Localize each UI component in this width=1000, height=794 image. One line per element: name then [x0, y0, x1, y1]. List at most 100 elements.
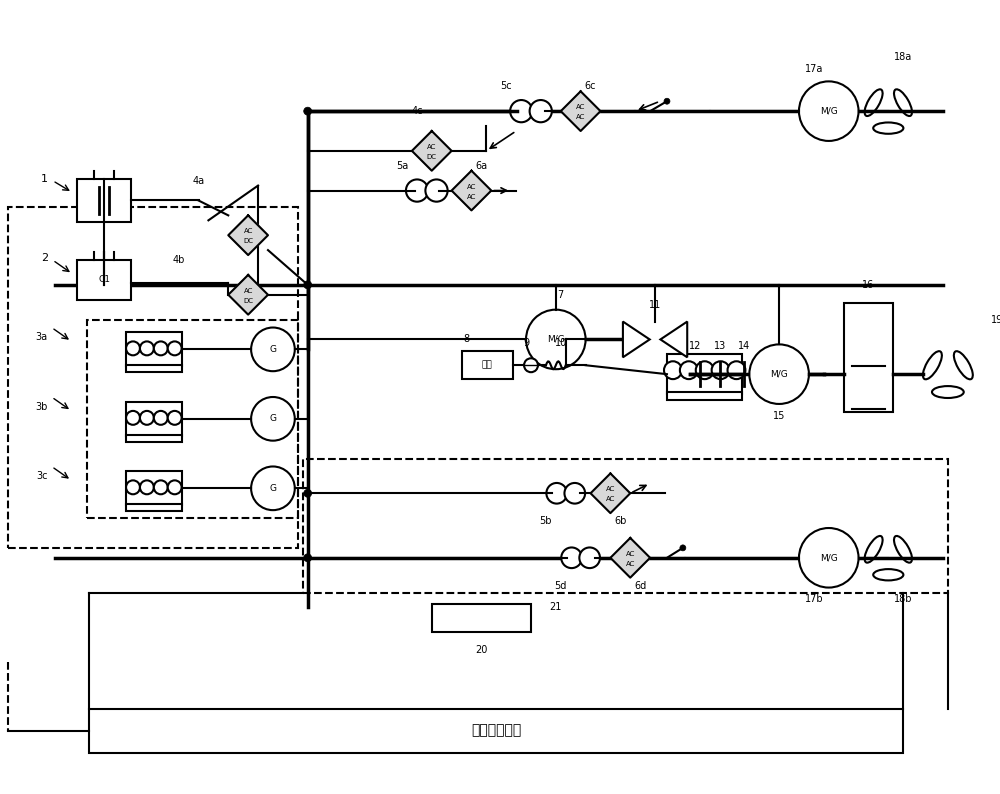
- Circle shape: [664, 98, 670, 104]
- Text: DC: DC: [243, 238, 253, 245]
- Circle shape: [168, 480, 182, 495]
- Text: 5b: 5b: [540, 516, 552, 526]
- Circle shape: [510, 100, 532, 122]
- Text: AC: AC: [576, 114, 585, 120]
- Text: 整船冷却系统: 整船冷却系统: [471, 723, 521, 738]
- Polygon shape: [660, 322, 687, 357]
- Text: 18a: 18a: [894, 52, 912, 62]
- Circle shape: [154, 411, 168, 425]
- Text: DC: DC: [427, 154, 437, 160]
- Text: AC: AC: [467, 183, 476, 190]
- Circle shape: [140, 411, 154, 425]
- Circle shape: [664, 361, 682, 379]
- Text: 7: 7: [558, 290, 564, 300]
- Text: 3a: 3a: [36, 333, 48, 342]
- FancyBboxPatch shape: [667, 354, 742, 394]
- Text: 6a: 6a: [475, 160, 487, 171]
- Text: 17a: 17a: [805, 64, 823, 75]
- Text: 4b: 4b: [172, 255, 185, 265]
- Circle shape: [712, 361, 730, 379]
- Text: 2: 2: [41, 253, 48, 263]
- Circle shape: [561, 548, 582, 569]
- FancyBboxPatch shape: [89, 709, 903, 754]
- FancyBboxPatch shape: [126, 504, 182, 511]
- Text: 3b: 3b: [35, 402, 48, 412]
- Text: AC: AC: [427, 144, 436, 150]
- Text: 6d: 6d: [634, 580, 646, 591]
- FancyBboxPatch shape: [126, 365, 182, 372]
- Circle shape: [304, 489, 312, 497]
- Circle shape: [304, 107, 312, 115]
- Circle shape: [251, 327, 295, 371]
- Text: M/G: M/G: [820, 106, 838, 116]
- Text: 1: 1: [41, 174, 48, 183]
- Circle shape: [168, 411, 182, 425]
- Circle shape: [425, 179, 448, 202]
- Text: 13: 13: [713, 341, 726, 352]
- Text: 5d: 5d: [555, 580, 567, 591]
- Polygon shape: [591, 473, 630, 513]
- Circle shape: [799, 81, 859, 141]
- Text: DC: DC: [243, 298, 253, 304]
- Circle shape: [251, 467, 295, 511]
- Text: AC: AC: [243, 228, 253, 234]
- Text: 6c: 6c: [585, 81, 596, 91]
- Text: M/G: M/G: [820, 553, 838, 562]
- Text: G: G: [269, 414, 276, 423]
- Circle shape: [579, 548, 600, 569]
- Polygon shape: [452, 171, 491, 210]
- Circle shape: [251, 397, 295, 441]
- Text: 21: 21: [550, 603, 562, 612]
- Text: 12: 12: [689, 341, 701, 352]
- Text: 液氨: 液氨: [482, 360, 493, 370]
- Text: AC: AC: [467, 194, 476, 199]
- Text: 16: 16: [862, 279, 875, 290]
- Text: 5c: 5c: [500, 81, 512, 91]
- Text: 9: 9: [523, 338, 529, 349]
- Circle shape: [696, 361, 714, 379]
- FancyBboxPatch shape: [462, 351, 513, 379]
- Polygon shape: [561, 91, 600, 131]
- Text: C1: C1: [98, 276, 110, 284]
- Circle shape: [140, 341, 154, 355]
- Circle shape: [304, 281, 312, 289]
- Circle shape: [728, 361, 745, 379]
- Text: AC: AC: [606, 486, 615, 492]
- FancyBboxPatch shape: [126, 435, 182, 441]
- Polygon shape: [623, 322, 650, 357]
- Polygon shape: [228, 275, 268, 314]
- Circle shape: [680, 545, 686, 551]
- Circle shape: [140, 480, 154, 495]
- Text: 4a: 4a: [192, 175, 205, 186]
- Circle shape: [526, 310, 586, 369]
- Circle shape: [126, 341, 140, 355]
- FancyBboxPatch shape: [667, 392, 742, 400]
- Circle shape: [154, 480, 168, 495]
- Text: M/G: M/G: [770, 370, 788, 379]
- Text: 10: 10: [555, 338, 567, 349]
- Text: AC: AC: [626, 561, 635, 567]
- Text: AC: AC: [243, 287, 253, 294]
- Text: 18b: 18b: [894, 595, 912, 604]
- Text: 11: 11: [649, 299, 661, 310]
- Text: 14: 14: [738, 341, 751, 352]
- Circle shape: [126, 411, 140, 425]
- Text: 17b: 17b: [805, 595, 823, 604]
- FancyBboxPatch shape: [77, 260, 131, 299]
- Text: 4c: 4c: [411, 106, 423, 116]
- Text: 8: 8: [463, 334, 470, 345]
- Text: 6b: 6b: [614, 516, 627, 526]
- FancyBboxPatch shape: [844, 303, 893, 412]
- Circle shape: [304, 554, 312, 562]
- Circle shape: [154, 341, 168, 355]
- Polygon shape: [412, 131, 452, 171]
- Text: 19: 19: [991, 314, 1000, 325]
- Polygon shape: [228, 215, 268, 255]
- FancyBboxPatch shape: [432, 604, 531, 632]
- Text: AC: AC: [606, 496, 615, 503]
- Polygon shape: [610, 538, 650, 578]
- Circle shape: [168, 341, 182, 355]
- Circle shape: [126, 480, 140, 495]
- Circle shape: [530, 100, 552, 122]
- FancyBboxPatch shape: [77, 179, 131, 222]
